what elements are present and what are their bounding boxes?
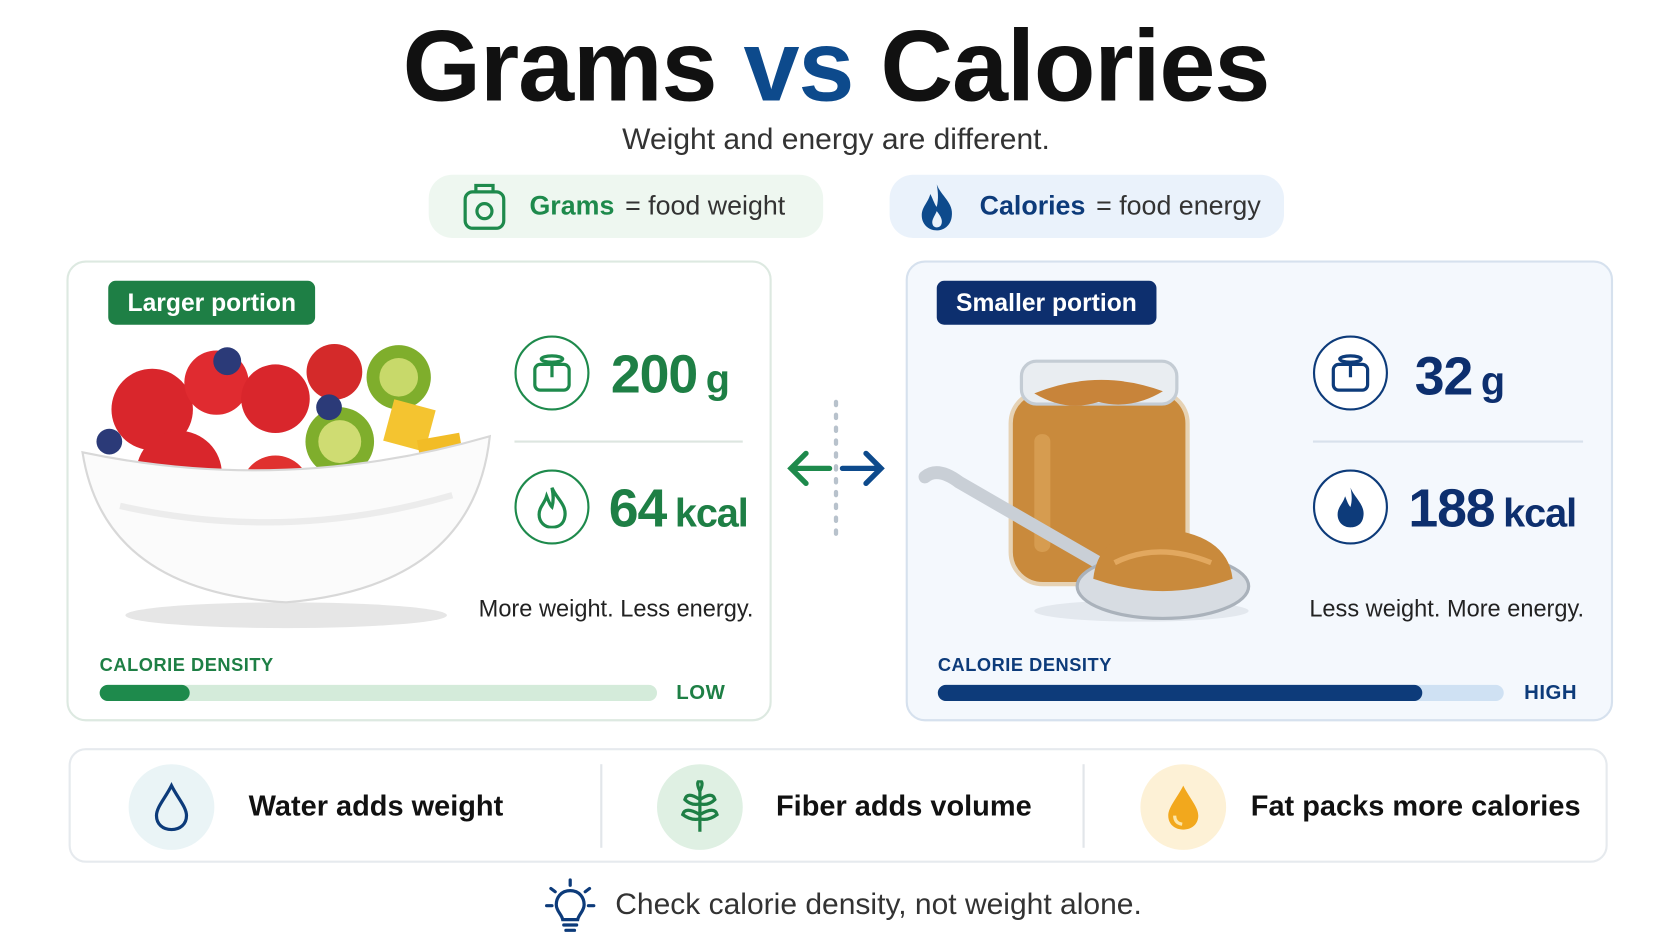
compare-arrows <box>787 399 885 539</box>
weight-icon <box>514 335 590 411</box>
peanut-butter-illustration <box>918 359 1251 622</box>
scale-icon <box>463 183 506 230</box>
separator <box>600 764 603 848</box>
subtitle: Weight and energy are different. <box>622 122 1050 156</box>
density-fill <box>99 684 190 701</box>
fact: Fat packs more calories <box>1250 789 1581 823</box>
energy-icon <box>1312 469 1388 545</box>
weight-value: 32 g <box>1414 345 1505 407</box>
unit: g <box>705 356 730 401</box>
fiber-icon <box>657 764 743 850</box>
facts-box <box>68 748 1608 863</box>
title-word: vs <box>743 9 854 123</box>
density-label: CALORIE DENSITY <box>99 654 274 676</box>
legend-pill: Calories = food energy <box>889 174 1285 238</box>
weight-icon <box>1312 335 1388 411</box>
fruit-bowl-illustration <box>81 344 492 629</box>
number: 200 <box>610 344 698 405</box>
density-level: LOW <box>676 681 726 705</box>
energy-icon <box>514 469 590 545</box>
legend-pill: Grams = food weight <box>428 174 824 238</box>
energy-value: 64 kcal <box>608 477 749 539</box>
unit: kcal <box>674 490 749 535</box>
divider <box>1312 440 1584 443</box>
title: Grams vs Calories <box>0 9 1672 125</box>
badge: Larger portion <box>108 280 316 325</box>
divider <box>514 440 743 443</box>
caption: Less weight. More energy. <box>1309 594 1585 622</box>
tip: Check calorie density, not weight alone. <box>615 887 1142 921</box>
legend-definition: = food weight <box>625 190 786 221</box>
flame-icon <box>921 183 952 230</box>
fat-icon <box>1140 764 1227 850</box>
unit: g <box>1480 359 1505 403</box>
fact: Water adds weight <box>248 789 504 823</box>
density-level: HIGH <box>1524 681 1578 705</box>
title-word: Grams <box>402 9 718 123</box>
legend-term: Grams <box>529 190 615 221</box>
bulb-icon <box>545 878 596 932</box>
badge: Smaller portion <box>936 280 1157 325</box>
number: 188 <box>1408 478 1495 539</box>
water-icon <box>128 764 215 850</box>
weight-value: 200 g <box>610 343 730 405</box>
legend-term: Calories <box>979 190 1086 221</box>
number: 64 <box>608 478 668 539</box>
caption: More weight. Less energy. <box>478 594 754 622</box>
separator <box>1082 764 1085 848</box>
density-label: CALORIE DENSITY <box>937 654 1112 676</box>
legend-definition: = food energy <box>1096 190 1261 221</box>
title-word: Calories <box>880 9 1270 123</box>
energy-value: 188 kcal <box>1408 477 1577 539</box>
unit: kcal <box>1503 490 1577 535</box>
density-fill <box>937 684 1423 701</box>
density-track <box>99 684 658 701</box>
fact: Fiber adds volume <box>775 789 1032 823</box>
number: 32 <box>1414 346 1474 407</box>
